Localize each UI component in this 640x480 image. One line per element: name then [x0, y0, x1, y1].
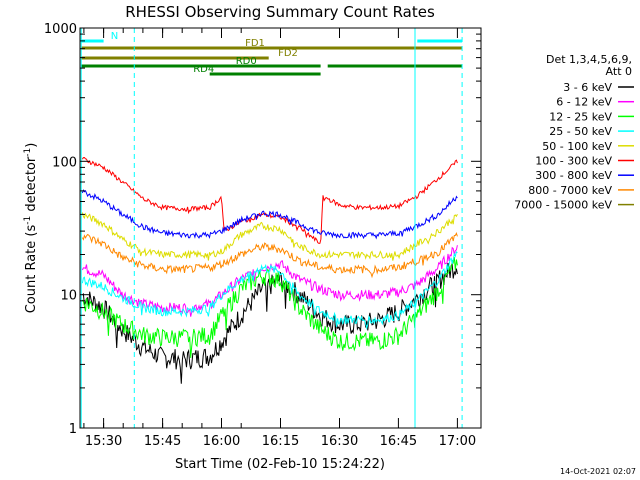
y-tick-label: 1000	[44, 22, 77, 37]
y-axis-label-end: )	[24, 143, 39, 148]
legend-label-3: 12 - 25 keV	[549, 110, 612, 123]
legend-label-4: 25 - 50 keV	[549, 125, 612, 138]
x-tick-label: 16:30	[321, 434, 358, 449]
bar-label-fd2: FD2	[278, 48, 298, 59]
bar-label-rd0: RD0	[236, 56, 257, 67]
legend-label-9: 7000 - 15000 keV	[514, 199, 612, 212]
legend-header-2: Att 0	[606, 65, 632, 78]
y-axis-label-sup2: -1	[23, 148, 33, 157]
x-tick-label: 16:00	[203, 434, 240, 449]
x-tick-label: 16:45	[380, 434, 417, 449]
chart-title: RHESSI Observing Summary Count Rates	[125, 3, 435, 21]
y-tick-label: 1	[69, 422, 77, 437]
bar-label-fd1: FD1	[245, 38, 265, 49]
x-tick-label: 17:00	[439, 434, 476, 449]
time-markers	[80, 28, 463, 428]
legend-label-6: 100 - 300 keV	[535, 155, 612, 168]
series-line-3	[81, 257, 458, 358]
observation-bars: N FD1 FD2 RD0 RD4	[81, 31, 463, 76]
series-line-4	[81, 251, 458, 331]
x-tick-label: 15:45	[144, 434, 181, 449]
bar-label-n: N	[111, 31, 118, 42]
bar-label-rd4: RD4	[193, 64, 214, 75]
x-tick-label: 15:30	[85, 434, 122, 449]
y-axis-label: Count Rate (s-1 detector-1)	[23, 143, 39, 314]
legend: Det 1,3,4,5,6,9,Att 0 3 - 6 keV 6 - 12 keV…	[514, 53, 634, 212]
x-tick-label: 16:15	[262, 434, 299, 449]
y-axis-ticks: 1 10 100 1000	[44, 22, 481, 437]
y-axis-label-sup1: -1	[23, 216, 33, 225]
footer-date: 14-Oct-2021 02:07	[560, 467, 636, 476]
legend-header-1: Det 1,3,4,5,6,9,	[546, 53, 632, 66]
y-tick-label: 10	[60, 289, 77, 304]
plot-series	[81, 156, 458, 384]
x-axis-label: Start Time (02-Feb-10 15:24:22)	[175, 457, 385, 472]
legend-label-1: 3 - 6 keV	[563, 81, 612, 94]
legend-label-7: 300 - 800 keV	[535, 169, 612, 182]
legend-label-2: 6 - 12 keV	[556, 96, 612, 109]
legend-label-5: 50 - 100 keV	[542, 140, 612, 153]
series-line-8	[81, 231, 458, 279]
x-axis-ticks: 15:30 15:45 16:00 16:15 16:30 16:45 17:00	[83, 28, 476, 449]
legend-label-8: 800 - 7000 keV	[528, 184, 612, 197]
y-axis-label-mid: detector	[24, 156, 39, 216]
series-line-7	[81, 189, 458, 240]
y-axis-label-main: Count Rate (s	[24, 225, 39, 314]
series-line-5	[81, 212, 458, 261]
y-tick-label: 100	[52, 155, 77, 170]
